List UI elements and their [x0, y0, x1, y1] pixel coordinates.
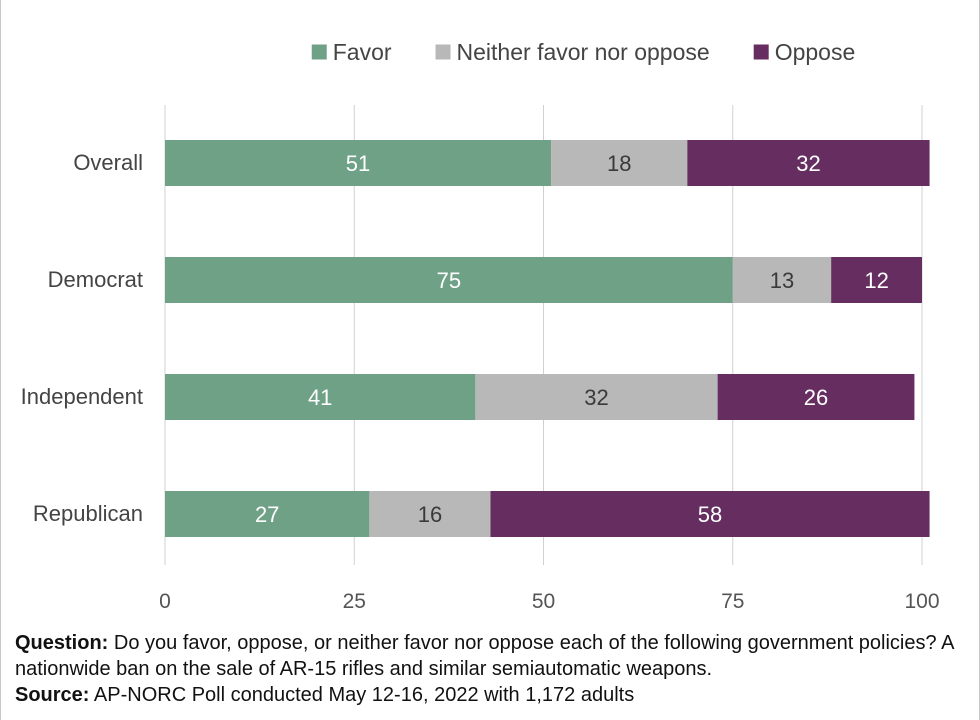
bar-segment	[717, 374, 915, 420]
x-tick-label: 50	[532, 590, 555, 613]
bar-segment	[369, 491, 491, 537]
category-label: Independent	[21, 384, 143, 409]
data-label: 18	[607, 151, 631, 176]
bar-segment	[165, 491, 370, 537]
footnote: Question: Do you favor, oppose, or neith…	[15, 630, 965, 708]
legend: Favor Neither favor nor oppose Oppose	[311, 39, 856, 65]
data-label: 13	[770, 268, 794, 293]
data-label: 27	[255, 502, 279, 527]
bar-segment	[165, 374, 476, 420]
legend-label: Neither favor nor oppose	[457, 39, 710, 65]
category-label: Overall	[73, 150, 143, 175]
frame-border-left	[0, 0, 1, 720]
data-label: 32	[796, 151, 820, 176]
category-label: Republican	[33, 501, 143, 526]
bars: 51 18 32 75 13 12 41 32 26 27 16 58	[165, 140, 930, 537]
legend-label: Oppose	[775, 39, 856, 65]
data-label: 41	[308, 385, 332, 410]
bar-segment	[831, 257, 922, 303]
category-label: Democrat	[48, 267, 143, 292]
bar-segment	[475, 374, 718, 420]
x-tick-label: 25	[343, 590, 366, 613]
data-label: 51	[346, 151, 370, 176]
legend-swatch	[435, 44, 451, 60]
x-tick-label: 0	[159, 590, 171, 613]
chart: Favor Neither favor nor oppose Oppose 51 18…	[21, 39, 940, 613]
x-tick-label: 75	[721, 590, 744, 613]
legend-label: Favor	[333, 39, 392, 65]
bar-segment	[165, 140, 552, 186]
source-note: Source: AP-NORC Poll conducted May 12-16…	[15, 682, 965, 708]
question-label: Question:	[15, 632, 109, 654]
bar-segment	[551, 140, 688, 186]
x-tick-label: 100	[904, 590, 939, 613]
category-labels: Overall Democrat Independent Republican	[21, 150, 143, 526]
question-note: Question: Do you favor, oppose, or neith…	[15, 630, 965, 682]
legend-swatch	[753, 44, 769, 60]
x-axis: 0 25 50 75 100	[159, 590, 939, 613]
legend-swatch	[311, 44, 327, 60]
data-label: 58	[698, 502, 722, 527]
data-label: 16	[418, 502, 442, 527]
data-label: 32	[584, 385, 608, 410]
data-label: 75	[437, 268, 461, 293]
bar-segment	[490, 491, 930, 537]
source-text: AP-NORC Poll conducted May 12-16, 2022 w…	[89, 684, 635, 706]
data-label: 12	[864, 268, 888, 293]
data-label: 26	[804, 385, 828, 410]
source-label: Source:	[15, 684, 90, 706]
bar-segment	[732, 257, 832, 303]
bar-segment	[165, 257, 733, 303]
bar-segment	[687, 140, 930, 186]
question-text: Do you favor, oppose, or neither favor n…	[15, 632, 954, 680]
